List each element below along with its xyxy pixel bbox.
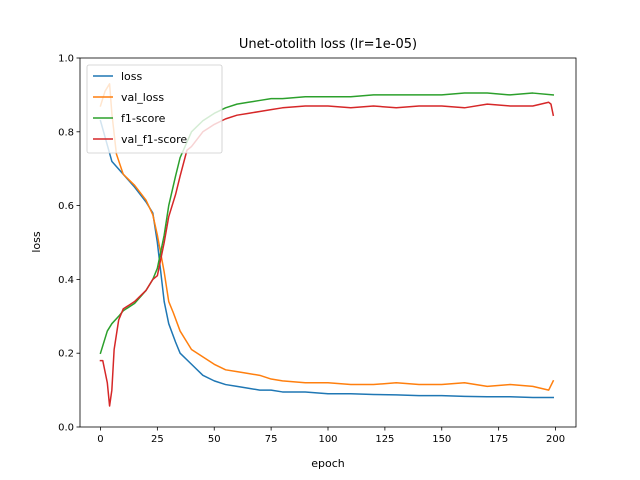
y-tick-label: 0.2 [58,349,74,360]
x-tick-label: 100 [318,434,337,445]
legend-label: loss [121,70,143,83]
x-tick-label: 125 [375,434,394,445]
legend-label: val_loss [121,91,164,104]
x-tick-label: 150 [432,434,451,445]
y-axis-label: loss [30,231,43,253]
legend-box [86,64,223,154]
y-tick-label: 0.6 [58,201,74,212]
x-tick-label: 200 [546,434,565,445]
x-tick-label: 50 [208,434,221,445]
x-axis-label: epoch [311,457,345,470]
legend-label: val_f1-score [121,133,187,146]
chart-title: Unet-otolith loss (lr=1e-05) [239,37,417,52]
series-line-val-loss [99,83,555,391]
x-tick-label: 175 [489,434,508,445]
y-axis-ticks: 0.0 0.2 0.4 0.6 0.8 1.0 [58,54,80,434]
x-tick-label: 75 [265,434,278,445]
x-tick-label: 0 [97,434,103,445]
legend-label: f1-score [121,112,166,125]
legend: loss val_loss f1-score val_f1-score [86,64,223,154]
y-tick-label: 1.0 [58,54,74,65]
y-tick-label: 0.4 [58,275,74,286]
x-axis-ticks: 0 25 50 75 100 125 150 175 200 [97,427,565,445]
y-tick-label: 0.8 [58,127,74,138]
y-tick-label: 0.0 [58,423,74,434]
x-tick-label: 25 [151,434,164,445]
